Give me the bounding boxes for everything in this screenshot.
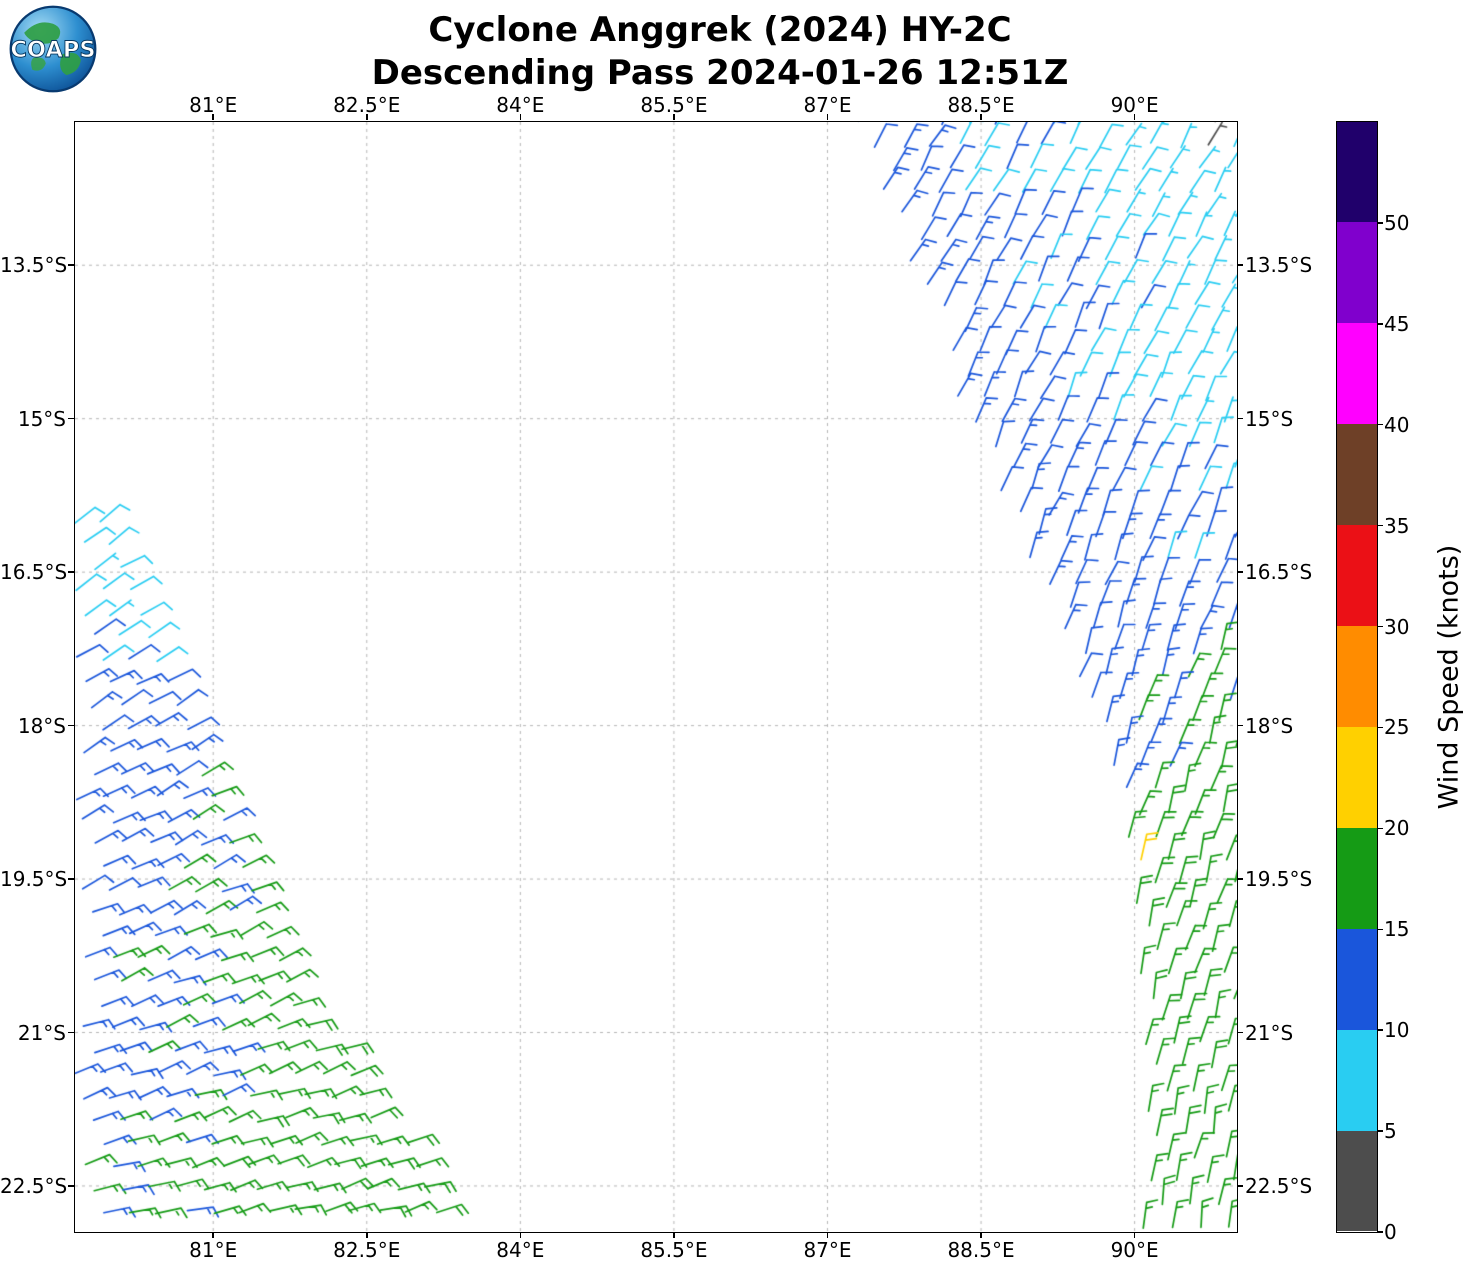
colorbar-segment (1337, 222, 1377, 324)
y-tick-label-right: 19.5°S (1245, 867, 1313, 892)
y-tick-label-left: 21°S (17, 1020, 66, 1045)
colorbar-tick-mark (1377, 1029, 1383, 1031)
y-tick-label-left: 15°S (17, 406, 66, 431)
colorbar-segment (1337, 827, 1377, 929)
x-tick-mark-bottom (980, 1232, 982, 1238)
x-tick-label-bottom: 87°E (803, 1238, 852, 1262)
y-tick-label-left: 22.5°S (0, 1173, 68, 1198)
logo-text: COAPS (10, 37, 95, 63)
y-tick-mark-right (1237, 417, 1243, 420)
y-tick-mark-left (68, 878, 74, 880)
x-tick-label-top: 84°E (496, 93, 545, 117)
colorbar-tick-label: 20 (1384, 816, 1410, 841)
colorbar-tick-label: 50 (1384, 210, 1410, 235)
x-tick-label-bottom: 88.5°E (947, 1238, 1015, 1262)
x-tick-label-bottom: 84°E (496, 1238, 545, 1262)
colorbar-tick-mark (1377, 524, 1383, 527)
y-tick-label-right: 13.5°S (1245, 253, 1313, 278)
y-tick-mark-right (1237, 1031, 1243, 1034)
colorbar-axis-label: Wind Speed (knots) (1433, 544, 1465, 810)
x-tick-mark-bottom (519, 1232, 522, 1238)
colorbar-tick-mark (1377, 423, 1383, 426)
y-tick-label-right: 15°S (1245, 406, 1294, 431)
x-tick-mark-top (212, 114, 214, 120)
colorbar-segment (1337, 323, 1377, 425)
x-tick-mark-top (980, 114, 982, 120)
x-tick-mark-top (366, 114, 368, 120)
x-tick-label-top: 87°E (803, 93, 852, 117)
x-tick-label-bottom: 90°E (1110, 1238, 1159, 1262)
y-tick-label-right: 21°S (1245, 1020, 1294, 1045)
colorbar (1336, 120, 1378, 1233)
coaps-globe-icon: COAPS (9, 5, 97, 93)
colorbar-tick-label: 0 (1384, 1220, 1397, 1244)
colorbar-tick-mark (1377, 1130, 1383, 1132)
colorbar-segment (1337, 928, 1377, 1030)
wind-barb-canvas (75, 122, 1237, 1232)
colorbar-tick-mark (1377, 323, 1383, 325)
chart-subtitle: Descending Pass 2024-01-26 12:51Z (371, 53, 1069, 93)
y-tick-mark-left (68, 417, 74, 420)
x-tick-label-bottom: 85.5°E (640, 1238, 708, 1262)
colorbar-tick-label: 45 (1384, 311, 1410, 336)
x-tick-mark-bottom (212, 1232, 214, 1238)
y-tick-label-left: 13.5°S (0, 253, 68, 278)
x-tick-label-top: 90°E (1110, 93, 1159, 117)
x-tick-mark-top (519, 114, 522, 120)
x-tick-label-bottom: 82.5°E (333, 1238, 401, 1262)
x-tick-label-top: 81°E (189, 93, 238, 117)
colorbar-tick-mark (1377, 726, 1383, 729)
x-tick-mark-top (826, 114, 829, 120)
y-tick-mark-left (68, 1185, 74, 1187)
y-tick-mark-right (1237, 724, 1243, 727)
x-tick-mark-top (1133, 114, 1136, 120)
colorbar-tick-mark (1377, 827, 1383, 830)
x-tick-label-top: 85.5°E (640, 93, 708, 117)
colorbar-tick-label: 15 (1384, 917, 1410, 942)
x-tick-mark-bottom (366, 1232, 368, 1238)
chart-title: Cyclone Anggrek (2024) HY-2C (428, 10, 1012, 50)
colorbar-tick-label: 5 (1384, 1119, 1397, 1144)
y-tick-mark-left (68, 1031, 74, 1034)
coaps-logo: COAPS (8, 4, 98, 94)
colorbar-tick-mark (1377, 222, 1383, 224)
colorbar-tick-mark (1377, 928, 1383, 931)
y-tick-mark-right (1237, 571, 1243, 573)
x-tick-label-top: 82.5°E (333, 93, 401, 117)
colorbar-segments (1337, 121, 1377, 1232)
y-tick-mark-right (1237, 878, 1243, 880)
colorbar-segment (1337, 525, 1377, 627)
colorbar-tick-mark (1377, 625, 1383, 628)
x-tick-label-top: 88.5°E (947, 93, 1015, 117)
y-tick-label-left: 16.5°S (0, 560, 68, 585)
colorbar-segment (1337, 424, 1377, 526)
y-tick-mark-right (1237, 1185, 1243, 1187)
x-tick-mark-top (673, 114, 675, 120)
colorbar-segment (1337, 121, 1377, 223)
y-tick-mark-left (68, 724, 74, 727)
y-tick-label-left: 19.5°S (0, 867, 68, 892)
x-tick-mark-bottom (826, 1232, 829, 1238)
y-tick-mark-left (68, 571, 74, 573)
colorbar-tick-label: 10 (1384, 1018, 1410, 1043)
y-tick-label-right: 16.5°S (1245, 560, 1313, 585)
y-tick-label-left: 18°S (17, 713, 66, 738)
y-tick-mark-right (1237, 264, 1243, 266)
x-tick-label-bottom: 81°E (189, 1238, 238, 1262)
y-tick-label-right: 22.5°S (1245, 1173, 1313, 1198)
colorbar-tick-label: 25 (1384, 715, 1410, 740)
x-tick-mark-bottom (1133, 1232, 1136, 1238)
colorbar-segment (1337, 626, 1377, 727)
colorbar-segment (1337, 726, 1377, 828)
x-tick-mark-bottom (673, 1232, 675, 1238)
colorbar-tick-label: 40 (1384, 412, 1410, 437)
y-tick-mark-left (68, 264, 74, 266)
colorbar-tick-mark (1377, 1231, 1383, 1233)
colorbar-segment (1337, 1029, 1377, 1131)
colorbar-tick-label: 30 (1384, 614, 1410, 639)
y-tick-label-right: 18°S (1245, 713, 1294, 738)
colorbar-segment (1337, 1130, 1377, 1232)
colorbar-tick-label: 35 (1384, 513, 1410, 538)
